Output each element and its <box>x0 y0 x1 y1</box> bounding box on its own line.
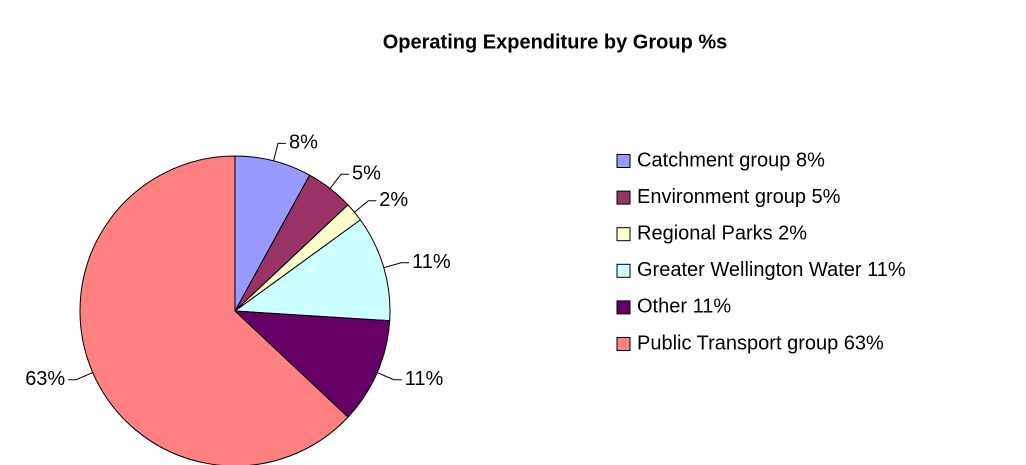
data-label: 63% <box>25 368 65 390</box>
legend-label: Catchment group 8% <box>637 149 825 171</box>
legend-swatch <box>616 154 631 168</box>
data-label: 11% <box>412 251 451 273</box>
pie-slice <box>233 310 391 418</box>
pie-slice <box>79 155 349 465</box>
legend-swatch <box>616 337 631 351</box>
legend-swatch <box>616 190 631 205</box>
leader-line <box>68 372 93 381</box>
legend-label: Public Transport group 63% <box>637 332 884 354</box>
leader-line <box>383 262 410 269</box>
data-label: 2% <box>379 189 408 211</box>
legend-label: Environment group 5% <box>637 186 841 208</box>
leader-line <box>329 173 350 189</box>
legend-label: Regional Parks 2% <box>637 222 807 244</box>
legend-swatch <box>616 300 631 315</box>
data-label: 5% <box>352 163 381 185</box>
pie-slice <box>233 219 391 322</box>
data-label: 11% <box>405 368 444 390</box>
legend-swatch <box>616 227 631 242</box>
legend-swatch <box>616 263 631 278</box>
leader-line <box>273 142 287 161</box>
leader-line <box>354 200 377 213</box>
legend-label: Other 11% <box>637 296 731 318</box>
data-label: 8% <box>289 132 318 154</box>
legend-label: Greater Wellington Water 11% <box>637 259 906 281</box>
chart-title: Operating Expenditure by Group %s <box>383 31 728 53</box>
leader-line <box>377 372 402 381</box>
